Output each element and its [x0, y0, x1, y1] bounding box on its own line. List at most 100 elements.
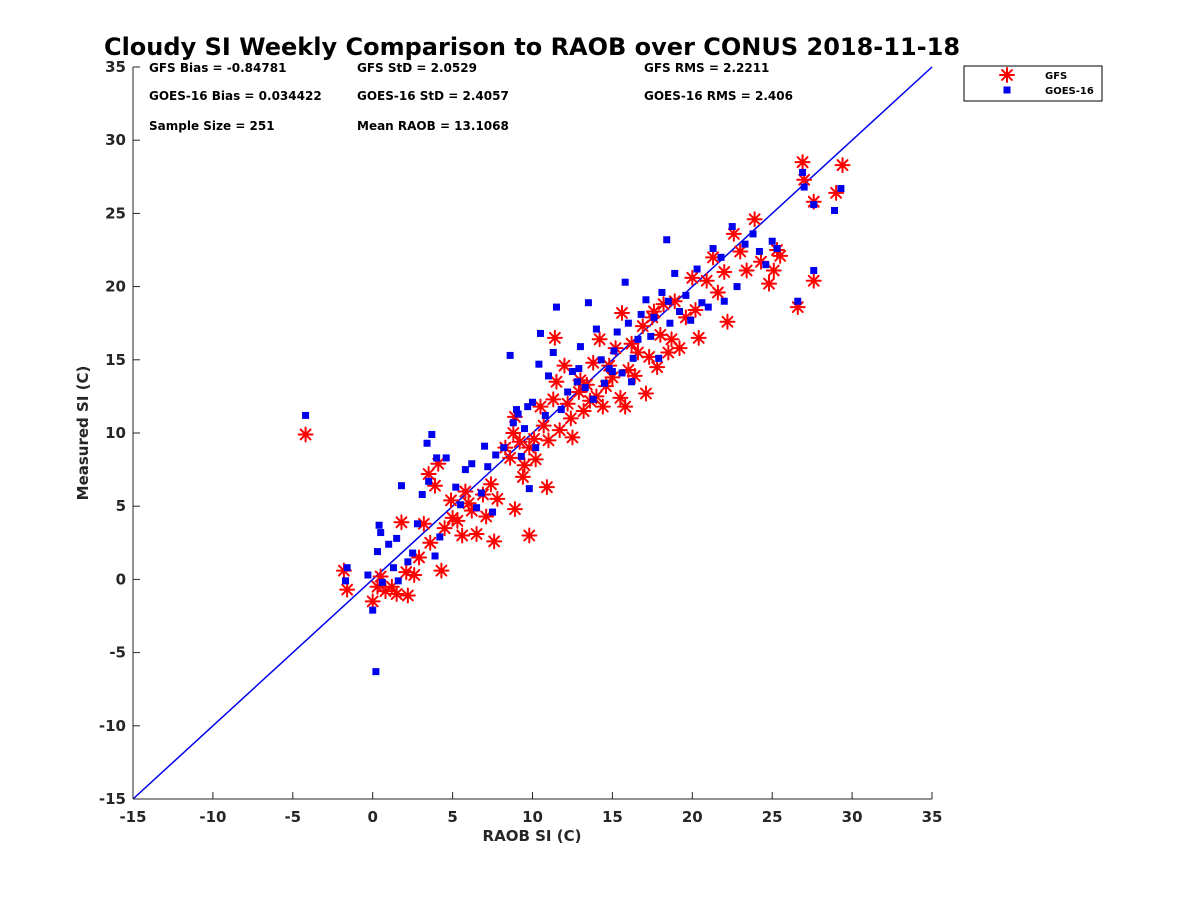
gfs-point — [617, 398, 634, 415]
goes16-point — [671, 269, 679, 277]
legend-goes16-marker — [1003, 86, 1011, 94]
legend-box — [963, 65, 1103, 102]
goes16-point — [436, 533, 444, 541]
goes16-point — [663, 236, 671, 244]
goes16-point — [564, 388, 572, 396]
goes16-point — [634, 335, 642, 343]
gfs-point — [514, 468, 531, 485]
y-tick-label: 5 — [116, 497, 126, 515]
y-tick-label: -15 — [99, 790, 126, 808]
goes16-point — [521, 425, 529, 433]
goes16-point — [500, 444, 508, 452]
series-goes16 — [302, 168, 845, 676]
goes16-point — [509, 419, 517, 427]
goes16-point — [457, 501, 465, 509]
x-tick-label: 35 — [922, 808, 943, 826]
gfs-point — [649, 359, 666, 376]
y-tick-label: 20 — [105, 278, 126, 296]
gfs-point — [546, 329, 563, 346]
gfs-point — [540, 432, 557, 449]
gfs-point — [761, 275, 778, 292]
gfs-point — [709, 284, 726, 301]
stat-sample-size: Sample Size = 251 — [149, 119, 275, 133]
gfs-point — [398, 564, 415, 581]
goes16-point — [762, 261, 770, 269]
goes16-point — [810, 201, 818, 209]
x-tick-label: 20 — [682, 808, 703, 826]
goes16-point — [442, 454, 450, 462]
gfs-point — [489, 490, 506, 507]
gfs-point — [422, 534, 439, 551]
gfs-point — [527, 451, 544, 468]
gfs-point — [794, 154, 811, 171]
goes16-point — [544, 372, 552, 380]
goes16-point — [423, 439, 431, 447]
y-tick-label: -10 — [99, 717, 126, 735]
goes16-point — [492, 451, 500, 459]
goes16-point — [709, 245, 717, 253]
goes16-point — [536, 329, 544, 337]
gfs-point — [443, 492, 460, 509]
goes16-point — [532, 444, 540, 452]
goes16-point — [628, 378, 636, 386]
goes16-point — [418, 490, 426, 498]
goes16-point — [364, 571, 372, 579]
gfs-point — [506, 501, 523, 518]
gfs-point — [634, 318, 651, 335]
statistics-annotations: GFS Bias = -0.84781 GFS StD = 2.0529 GFS… — [149, 61, 793, 133]
legend-goes16-square — [1003, 86, 1011, 94]
goes16-point — [682, 291, 690, 299]
gfs-point — [738, 262, 755, 279]
goes16-point — [733, 283, 741, 291]
gfs-point — [364, 593, 381, 610]
goes16-point — [425, 477, 433, 485]
goes16-point — [693, 265, 701, 273]
goes16-point — [461, 466, 469, 474]
goes16-point — [658, 288, 666, 296]
goes16-point — [517, 452, 525, 460]
stat-goes16-std: GOES-16 StD = 2.4057 — [357, 89, 509, 103]
goes16-point — [481, 442, 489, 450]
legend-gfs-marker — [999, 67, 1015, 83]
gfs-point — [660, 344, 677, 361]
gfs-point — [594, 398, 611, 415]
gfs-point — [746, 211, 763, 228]
goes16-point — [576, 343, 584, 351]
goes16-point — [477, 489, 485, 497]
gfs-point — [516, 457, 533, 474]
gfs-point — [698, 272, 715, 289]
stat-goes16-rms: GOES-16 RMS = 2.406 — [644, 89, 793, 103]
legend: GFS GOES-16 — [963, 65, 1103, 102]
goes16-point — [552, 303, 560, 311]
goes16-point — [621, 278, 629, 286]
gfs-point — [526, 430, 543, 447]
gfs-point — [393, 514, 410, 531]
gfs-point — [765, 262, 782, 279]
goes16-point — [794, 297, 802, 305]
goes16-point — [589, 395, 597, 403]
goes16-point — [800, 183, 808, 191]
goes16-point — [413, 520, 421, 528]
gfs-point — [454, 527, 471, 544]
x-tick-label: -10 — [199, 808, 226, 826]
goes16-point — [452, 483, 460, 491]
goes16-point — [592, 325, 600, 333]
goes16-point — [755, 247, 763, 255]
goes16-point — [664, 297, 672, 305]
y-tick-label: 0 — [116, 570, 126, 588]
gfs-point — [339, 581, 356, 598]
y-tick-label: 35 — [105, 58, 126, 76]
goes16-point — [618, 369, 626, 377]
gfs-point — [687, 302, 704, 319]
gfs-point — [538, 479, 555, 496]
goes16-point — [575, 365, 583, 373]
gfs-point — [388, 586, 405, 603]
goes16-point — [741, 240, 749, 248]
goes16-point — [831, 206, 839, 214]
gfs-point — [562, 410, 579, 427]
goes16-point — [428, 430, 436, 438]
goes16-point — [524, 403, 532, 411]
gfs-point — [505, 425, 522, 441]
x-tick-label: 10 — [522, 808, 543, 826]
